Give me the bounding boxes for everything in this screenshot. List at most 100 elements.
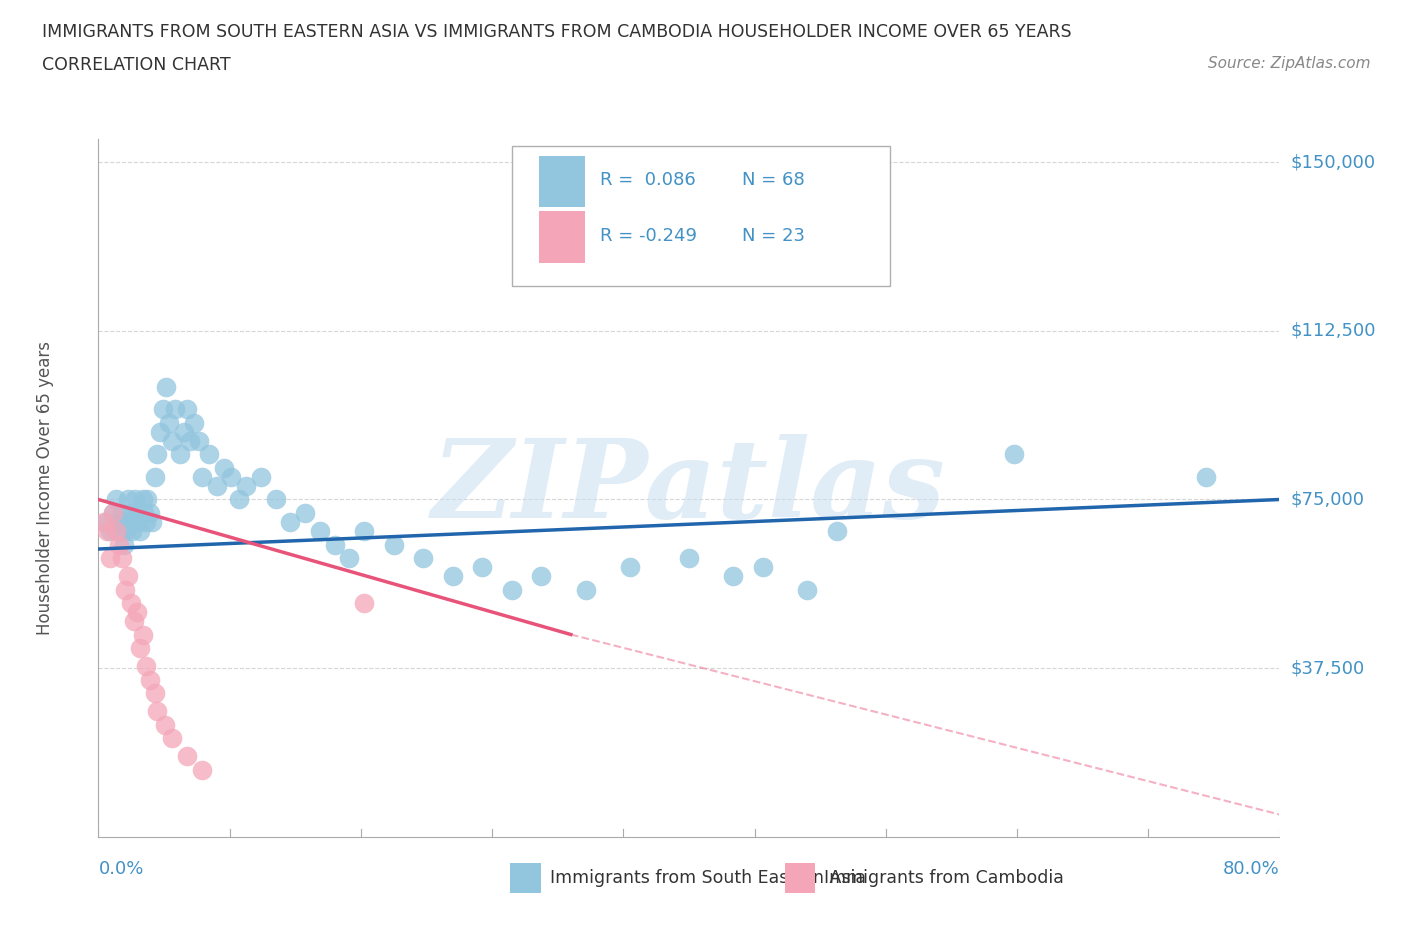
Point: [134, 506, 156, 521]
Point: [501, 582, 523, 597]
Text: CORRELATION CHART: CORRELATION CHART: [42, 56, 231, 73]
Point: [176, 402, 198, 417]
Point: [115, 524, 138, 538]
Point: [108, 537, 131, 551]
Point: [136, 492, 159, 507]
Point: [191, 470, 214, 485]
Point: [169, 447, 191, 462]
Point: [124, 492, 146, 507]
Text: Source: ZipAtlas.com: Source: ZipAtlas.com: [1208, 56, 1371, 71]
Point: [143, 470, 166, 485]
Point: [441, 568, 464, 583]
Text: R = -0.249: R = -0.249: [600, 227, 697, 245]
Point: [751, 560, 773, 575]
Point: [187, 433, 209, 448]
Point: [173, 425, 195, 440]
Point: [117, 492, 139, 507]
Point: [149, 425, 172, 440]
Point: [120, 595, 142, 610]
Point: [93, 514, 115, 529]
Text: IMMIGRANTS FROM SOUTH EASTERN ASIA VS IMMIGRANTS FROM CAMBODIA HOUSEHOLDER INCOM: IMMIGRANTS FROM SOUTH EASTERN ASIA VS IM…: [42, 23, 1071, 41]
Point: [103, 506, 125, 521]
Point: [152, 402, 174, 417]
Point: [132, 492, 155, 507]
Point: [157, 416, 180, 431]
Point: [114, 514, 136, 529]
Point: [278, 514, 302, 529]
Point: [135, 658, 157, 673]
Point: [471, 560, 494, 575]
Point: [294, 506, 316, 521]
Point: [143, 685, 166, 700]
Point: [105, 524, 128, 538]
Text: 80.0%: 80.0%: [1223, 860, 1279, 878]
Point: [619, 560, 641, 575]
Point: [96, 524, 118, 538]
Point: [1195, 470, 1218, 485]
Point: [191, 762, 214, 777]
Point: [179, 433, 201, 448]
Point: [122, 614, 145, 629]
Point: [205, 479, 228, 494]
Text: $37,500: $37,500: [1291, 659, 1365, 677]
Point: [412, 551, 434, 565]
FancyBboxPatch shape: [512, 147, 890, 286]
Point: [162, 433, 183, 448]
Text: N = 23: N = 23: [742, 227, 806, 245]
Point: [120, 514, 142, 529]
Text: $75,000: $75,000: [1291, 490, 1365, 509]
Point: [146, 704, 169, 719]
Point: [1002, 447, 1025, 462]
Text: Householder Income Over 65 years: Householder Income Over 65 years: [37, 341, 55, 635]
Point: [323, 537, 346, 551]
Point: [353, 595, 375, 610]
Point: [146, 447, 169, 462]
Point: [128, 524, 150, 538]
Point: [337, 551, 360, 565]
Point: [94, 514, 117, 529]
Point: [111, 506, 134, 521]
Point: [264, 492, 287, 507]
FancyBboxPatch shape: [538, 211, 585, 263]
Point: [114, 582, 136, 597]
Point: [112, 537, 135, 551]
Point: [176, 749, 198, 764]
Point: [98, 551, 121, 565]
Point: [139, 672, 162, 687]
Point: [530, 568, 553, 583]
Point: [796, 582, 818, 597]
Point: [574, 582, 596, 597]
Text: Immigrants from South Eastern Asia: Immigrants from South Eastern Asia: [550, 869, 866, 887]
Point: [382, 537, 405, 551]
Point: [219, 470, 242, 485]
Point: [183, 416, 205, 431]
Point: [162, 731, 183, 746]
Point: [98, 524, 121, 538]
FancyBboxPatch shape: [538, 155, 585, 207]
Point: [110, 524, 132, 538]
Point: [155, 379, 177, 394]
Point: [212, 460, 235, 475]
Point: [107, 514, 129, 529]
Point: [250, 470, 273, 485]
Point: [117, 568, 139, 583]
Point: [235, 479, 257, 494]
Point: [825, 524, 848, 538]
Point: [153, 717, 176, 732]
Point: [678, 551, 700, 565]
Point: [353, 524, 375, 538]
Point: [118, 506, 141, 521]
Point: [198, 447, 221, 462]
Text: $112,500: $112,500: [1291, 322, 1376, 339]
Point: [125, 506, 148, 521]
Point: [228, 492, 250, 507]
Point: [141, 514, 163, 529]
Point: [121, 524, 143, 538]
Text: Immigrants from Cambodia: Immigrants from Cambodia: [824, 869, 1064, 887]
Point: [128, 641, 150, 656]
Text: ZIPatlas: ZIPatlas: [432, 434, 946, 542]
Point: [132, 627, 155, 642]
Text: 0.0%: 0.0%: [98, 860, 143, 878]
Text: $150,000: $150,000: [1291, 153, 1375, 171]
Point: [111, 551, 134, 565]
